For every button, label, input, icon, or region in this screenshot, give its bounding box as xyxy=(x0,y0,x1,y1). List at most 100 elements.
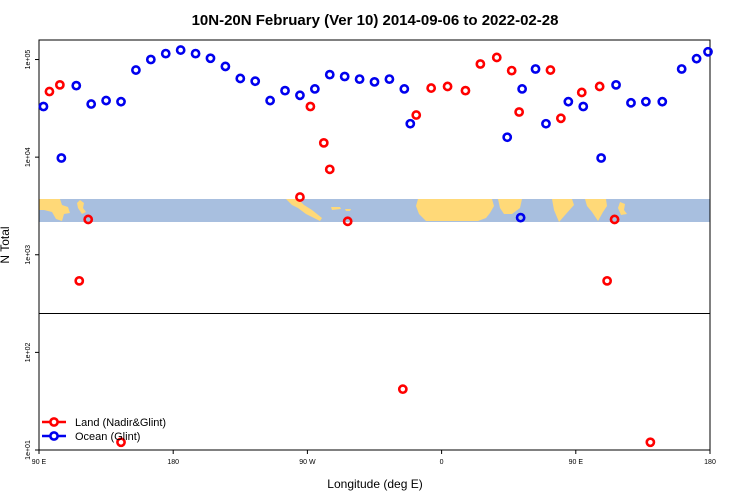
plot-frame xyxy=(38,39,711,451)
land-point xyxy=(514,107,525,117)
land-point xyxy=(460,85,471,96)
ocean-point xyxy=(515,212,526,223)
land-point xyxy=(545,65,556,75)
ocean-point xyxy=(145,54,156,65)
ocean-point xyxy=(265,95,276,106)
x-axis-label: Longitude (deg E) xyxy=(327,477,422,491)
ocean-point xyxy=(101,95,111,106)
ocean-point xyxy=(541,118,551,129)
map-land-indochina xyxy=(585,199,607,221)
y-tick-label: 1e+01 xyxy=(25,440,32,460)
ocean-point xyxy=(691,53,702,64)
land-point xyxy=(318,137,329,148)
land-point xyxy=(609,214,620,225)
ocean-point xyxy=(56,153,67,163)
ocean-point xyxy=(640,96,651,107)
map-land-central-america xyxy=(286,199,322,221)
ocean-point xyxy=(578,101,589,112)
land-point xyxy=(397,384,408,395)
ocean-point xyxy=(160,48,171,59)
ocean-point xyxy=(339,71,350,82)
y-tick-label: 1e+05 xyxy=(25,50,32,70)
ocean-point xyxy=(354,74,365,85)
ocean-point xyxy=(309,84,320,94)
ocean-point xyxy=(626,97,636,108)
land-point xyxy=(506,65,517,76)
land-point xyxy=(555,113,566,124)
land-point xyxy=(74,275,85,286)
ocean-point xyxy=(502,132,513,143)
ocean-point xyxy=(405,118,416,129)
legend-marker xyxy=(49,417,59,427)
legend-entry-label: Land (Nadir&Glint) xyxy=(75,417,166,429)
ocean-point xyxy=(384,74,395,85)
y-tick-label: 1e+04 xyxy=(25,147,32,167)
land-point xyxy=(602,275,613,286)
land-point xyxy=(116,437,126,448)
x-tick-label: 180 xyxy=(704,459,716,466)
land-point xyxy=(426,83,437,93)
chart-title: 10N-20N February (Ver 10) 2014-09-06 to … xyxy=(192,12,559,29)
land-point xyxy=(491,52,502,63)
ocean-point xyxy=(295,90,305,101)
ocean-point xyxy=(596,153,607,163)
map-land-philippines xyxy=(77,200,86,214)
legend: Land (Nadir&Glint) Ocean (Glint) xyxy=(42,417,166,443)
land-point xyxy=(342,216,353,227)
ocean-point xyxy=(86,99,97,109)
ocean-point xyxy=(190,48,201,59)
ocean-point xyxy=(131,65,141,75)
ocean-point xyxy=(175,45,186,55)
map-land-southeast-asia xyxy=(39,199,70,221)
x-tick-label: 90 E xyxy=(32,459,47,466)
ocean-point xyxy=(657,96,668,107)
legend-entry-label: Ocean (Glint) xyxy=(75,431,140,443)
ocean-point xyxy=(530,64,541,74)
y-axis-label: N Total xyxy=(0,226,12,263)
map-strip xyxy=(39,199,710,222)
ocean-point xyxy=(235,73,246,84)
ocean-point xyxy=(220,61,231,72)
ocean-point xyxy=(676,64,687,74)
y-tick-label: 1e+03 xyxy=(25,245,32,265)
ocean-point xyxy=(611,79,621,90)
land-point xyxy=(44,86,55,97)
land-point xyxy=(295,192,305,202)
land-point xyxy=(576,87,587,98)
land-point xyxy=(305,101,316,112)
land-point xyxy=(411,110,422,120)
ocean-point xyxy=(563,96,574,107)
x-tick-label: 90 W xyxy=(299,459,316,466)
y-tick-label: 1e+02 xyxy=(25,342,32,362)
ocean-point xyxy=(324,69,335,80)
map-land-caribbean xyxy=(331,207,341,210)
land-point xyxy=(645,437,656,448)
legend-marker xyxy=(49,431,59,441)
x-tick-label: 90 E xyxy=(569,459,584,466)
land-point xyxy=(324,164,335,175)
ocean-point xyxy=(38,101,49,112)
axes: 90 E 180 90 W 0 90 E 180 1e+01 1e+02 1e+03 1e+04 1… xyxy=(25,39,716,466)
ocean-point xyxy=(250,76,261,87)
series-layer xyxy=(38,45,713,448)
ocean-point xyxy=(280,85,290,96)
x-tick-label: 180 xyxy=(167,459,179,466)
land-point xyxy=(442,81,453,92)
ocean-point xyxy=(205,53,216,64)
land-point xyxy=(54,79,65,90)
map-land-arabia xyxy=(498,199,522,214)
ocean-point xyxy=(399,84,410,94)
map-land-philippines-2 xyxy=(618,202,627,215)
land-point xyxy=(475,59,486,69)
ocean-point xyxy=(517,84,528,94)
ocean-point xyxy=(71,80,82,91)
ocean-point xyxy=(116,96,126,107)
x-tick-label: 0 xyxy=(440,459,444,466)
map-ocean xyxy=(39,199,710,222)
map-land-caribbean-2 xyxy=(345,209,351,211)
ocean-point xyxy=(703,46,713,57)
land-point xyxy=(594,81,605,92)
land-point xyxy=(83,214,94,225)
